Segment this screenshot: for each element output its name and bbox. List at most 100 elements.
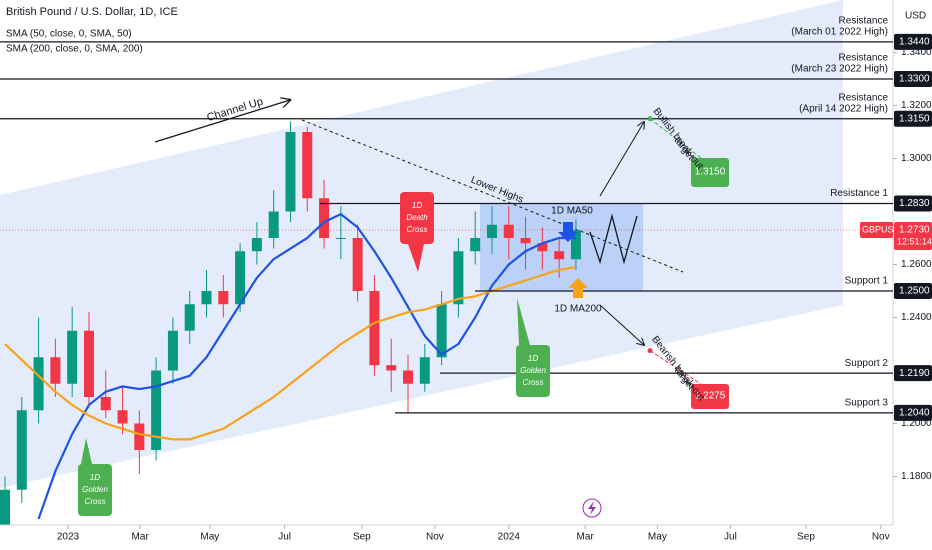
x-tick-label: Nov — [872, 532, 890, 543]
candle-body — [251, 237, 262, 252]
callout-pointer — [81, 438, 92, 464]
y-tick-label: 1.2000 — [901, 418, 932, 429]
range-box — [480, 204, 643, 291]
price-box-label: 1.2040 — [899, 408, 930, 419]
x-tick-label: Mar — [577, 532, 595, 543]
countdown: 12:51:14 — [897, 236, 932, 246]
target-point — [647, 348, 653, 354]
candle-body — [134, 423, 145, 450]
target-box — [691, 384, 729, 409]
symbol: GBPUSD — [862, 224, 901, 234]
target-value: 1.2275 — [695, 391, 726, 402]
projection — [589, 213, 638, 265]
callout-text: Death — [406, 213, 428, 222]
callout-text: 1D — [528, 354, 538, 363]
level-label: (March 01 2022 High) — [791, 27, 888, 38]
candle-body — [486, 224, 497, 238]
price-box — [894, 195, 932, 212]
candle-body — [285, 131, 296, 212]
price-box — [894, 404, 932, 421]
candle-body — [436, 304, 447, 358]
event-icon-bolt — [588, 501, 596, 515]
sma-line — [4, 266, 577, 441]
x-tick-label: May — [200, 532, 219, 543]
candle-body — [453, 251, 464, 305]
candle-body — [319, 198, 330, 238]
price-box — [894, 110, 932, 127]
x-tick-label: Jul — [724, 532, 737, 543]
target-link — [649, 118, 702, 159]
target-point — [647, 116, 653, 122]
y-tick-label: 1.2400 — [901, 312, 932, 323]
callout-text: 1D — [412, 201, 422, 210]
price-box-label: 1.2830 — [899, 198, 930, 209]
price-box — [894, 282, 932, 299]
price-box-label: 1.2500 — [899, 286, 930, 297]
ma200-arrow — [568, 278, 588, 298]
candle-body — [520, 237, 531, 244]
x-tick-label: Nov — [426, 532, 444, 543]
target-link — [649, 350, 702, 385]
candle-body — [386, 365, 397, 371]
candle-body — [302, 131, 313, 199]
price-box-label: 1.2190 — [899, 368, 930, 379]
x-tick-label: 2024 — [498, 532, 521, 543]
y-tick-label: 1.3400 — [901, 47, 932, 58]
candle-body — [16, 410, 27, 490]
x-tick-label: Jul — [278, 532, 291, 543]
candle-body — [67, 330, 78, 384]
ma200-label: 1D MA200 — [554, 304, 602, 315]
price-box-label: 1.3300 — [899, 74, 930, 85]
y-tick-label: 1.3200 — [901, 100, 932, 111]
candle-body — [83, 330, 94, 397]
x-tick-label: 2023 — [57, 532, 80, 543]
candle-body — [268, 211, 279, 238]
bear-arrow — [599, 304, 644, 345]
callout-text: Cross — [85, 497, 106, 506]
level-label: Support 1 — [845, 276, 889, 287]
last-price-box — [894, 222, 932, 251]
candle-body — [33, 357, 44, 411]
candle-body — [0, 489, 10, 525]
candle-body — [235, 251, 246, 305]
y-tick-label: 1.1800 — [901, 471, 932, 482]
level-label: Resistance — [839, 16, 889, 27]
last-price-label: 1.2730 — [899, 225, 930, 236]
price-box-label: 1.3440 — [899, 37, 930, 48]
callout-pointer — [517, 298, 530, 345]
ma50-arrow — [558, 222, 578, 242]
candle-body — [167, 330, 178, 371]
chart-title: British Pound / U.S. Dollar, 1D, ICE — [6, 6, 178, 18]
price-box — [894, 70, 932, 87]
candle-body — [184, 304, 195, 331]
level-label: Resistance — [839, 53, 889, 64]
sma-line — [37, 212, 576, 520]
ma50-label: 1D MA50 — [551, 206, 593, 217]
candle-body — [50, 357, 61, 384]
target-box — [691, 158, 729, 187]
currency: USD — [905, 11, 926, 22]
callout-box — [78, 464, 112, 516]
level-label: Support 3 — [845, 398, 889, 409]
callout-text: Golden — [520, 366, 546, 375]
symbol-box — [860, 222, 893, 239]
price-box-label: 1.3150 — [899, 113, 930, 124]
indicator: SMA (50, close, 0, SMA, 50) — [6, 29, 132, 40]
callout-box — [516, 345, 550, 397]
lower-highs-line — [301, 119, 684, 273]
x-tick-label: Sep — [797, 532, 815, 543]
x-tick-label: Mar — [132, 532, 150, 543]
candle-body — [369, 290, 380, 366]
level-label: Support 2 — [845, 358, 889, 369]
callout-text: Cross — [407, 225, 428, 234]
candle-body — [352, 237, 363, 291]
callout-pointer — [408, 244, 424, 272]
price-box — [894, 365, 932, 382]
y-tick-label: 1.3000 — [901, 153, 932, 164]
level-label: (March 23 2022 High) — [791, 64, 888, 75]
indicator: SMA (200, close, 0, SMA, 200) — [6, 44, 143, 55]
target-value: 1.3150 — [695, 167, 726, 178]
candle-body — [537, 243, 548, 252]
candle-body — [503, 224, 514, 238]
